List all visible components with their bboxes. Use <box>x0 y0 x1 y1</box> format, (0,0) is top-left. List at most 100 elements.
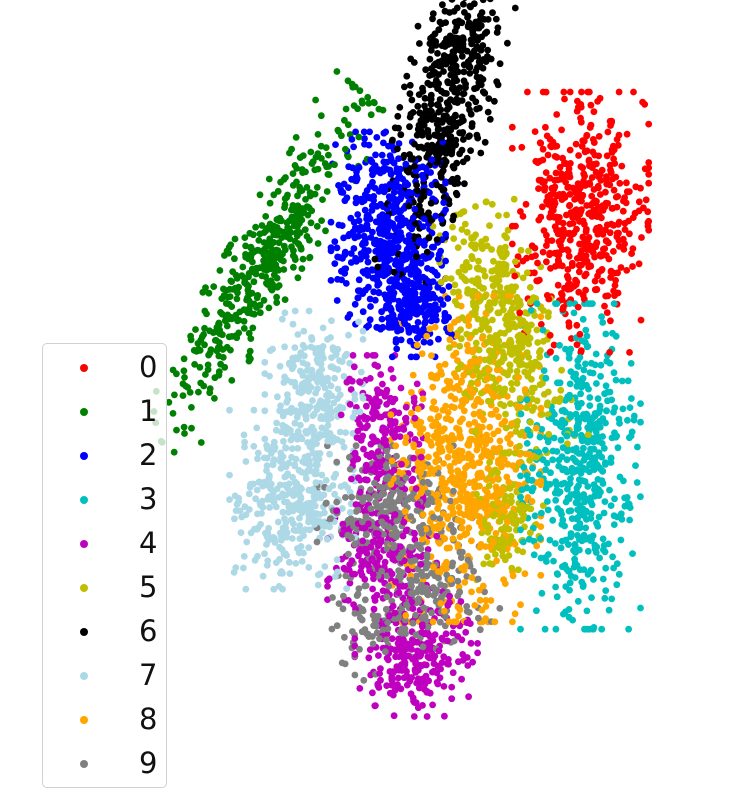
point-7 <box>351 395 359 403</box>
point-5 <box>482 198 490 206</box>
point-3 <box>610 521 618 528</box>
point-1 <box>284 224 292 232</box>
point-3 <box>528 487 536 495</box>
point-9 <box>351 671 359 679</box>
point-7 <box>292 455 300 463</box>
point-4 <box>374 362 382 370</box>
point-4 <box>358 433 366 441</box>
point-9 <box>371 479 378 487</box>
point-8 <box>428 373 435 381</box>
point-2 <box>400 275 408 283</box>
point-6 <box>491 97 498 105</box>
point-1 <box>344 153 352 161</box>
point-9 <box>367 486 374 494</box>
point-6 <box>443 35 450 43</box>
point-3 <box>624 416 631 424</box>
point-7 <box>231 515 238 523</box>
point-7 <box>323 399 330 407</box>
point-5 <box>478 389 485 397</box>
point-4 <box>410 454 417 462</box>
point-5 <box>461 390 468 397</box>
point-6 <box>435 102 442 109</box>
point-7 <box>270 585 278 593</box>
point-8 <box>472 437 480 445</box>
point-1 <box>290 247 297 255</box>
point-0 <box>606 349 613 356</box>
point-4 <box>434 680 442 688</box>
point-7 <box>284 470 291 478</box>
point-0 <box>620 197 627 205</box>
point-7 <box>312 455 319 462</box>
point-6 <box>449 115 457 122</box>
point-9 <box>418 568 425 576</box>
point-0 <box>573 321 581 329</box>
point-2 <box>340 180 348 188</box>
point-7 <box>349 429 357 437</box>
point-1 <box>273 231 281 239</box>
point-8 <box>506 440 514 448</box>
point-2 <box>422 164 430 172</box>
point-3 <box>577 390 584 398</box>
point-1 <box>206 389 214 397</box>
point-4 <box>400 557 408 565</box>
point-7 <box>286 570 294 577</box>
point-0 <box>566 88 574 96</box>
point-6 <box>425 234 433 242</box>
point-1 <box>232 332 240 339</box>
point-4 <box>369 585 376 593</box>
point-7 <box>325 431 333 439</box>
point-2 <box>327 244 335 252</box>
point-0 <box>604 200 612 207</box>
point-3 <box>520 463 528 471</box>
point-2 <box>359 308 367 316</box>
point-0 <box>560 88 568 96</box>
point-1 <box>201 341 208 349</box>
point-7 <box>275 493 283 501</box>
point-4 <box>389 374 397 382</box>
point-6 <box>413 131 421 139</box>
point-8 <box>455 503 463 511</box>
point-9 <box>454 577 462 585</box>
point-6 <box>406 81 414 89</box>
point-0 <box>565 252 573 260</box>
point-5 <box>507 400 514 408</box>
point-0 <box>596 94 604 102</box>
point-5 <box>499 525 507 533</box>
point-6 <box>409 109 417 116</box>
point-1 <box>187 336 195 344</box>
point-3 <box>582 360 589 368</box>
point-7 <box>250 442 258 450</box>
point-4 <box>386 397 394 405</box>
point-0 <box>543 132 551 140</box>
point-3 <box>610 564 617 572</box>
point-1 <box>286 149 293 157</box>
point-8 <box>455 612 462 620</box>
point-3 <box>544 498 551 505</box>
point-3 <box>578 337 586 345</box>
point-3 <box>553 593 561 601</box>
point-5 <box>501 232 509 240</box>
point-4 <box>369 409 376 417</box>
point-6 <box>427 35 434 42</box>
point-1 <box>205 351 213 359</box>
point-2 <box>398 286 406 294</box>
point-8 <box>446 544 453 552</box>
point-0 <box>564 266 572 273</box>
point-0 <box>532 252 539 259</box>
point-8 <box>498 463 505 471</box>
point-5 <box>497 400 504 408</box>
point-8 <box>446 447 454 454</box>
point-5 <box>492 551 499 558</box>
point-6 <box>400 151 408 159</box>
point-9 <box>389 498 396 506</box>
point-3 <box>629 550 636 557</box>
point-8 <box>466 479 474 487</box>
point-0 <box>531 269 538 277</box>
point-0 <box>602 188 609 196</box>
point-7 <box>290 492 297 499</box>
point-4 <box>389 430 396 437</box>
point-4 <box>349 352 357 359</box>
point-1 <box>273 293 280 301</box>
point-1 <box>194 340 202 347</box>
point-1 <box>308 191 316 198</box>
